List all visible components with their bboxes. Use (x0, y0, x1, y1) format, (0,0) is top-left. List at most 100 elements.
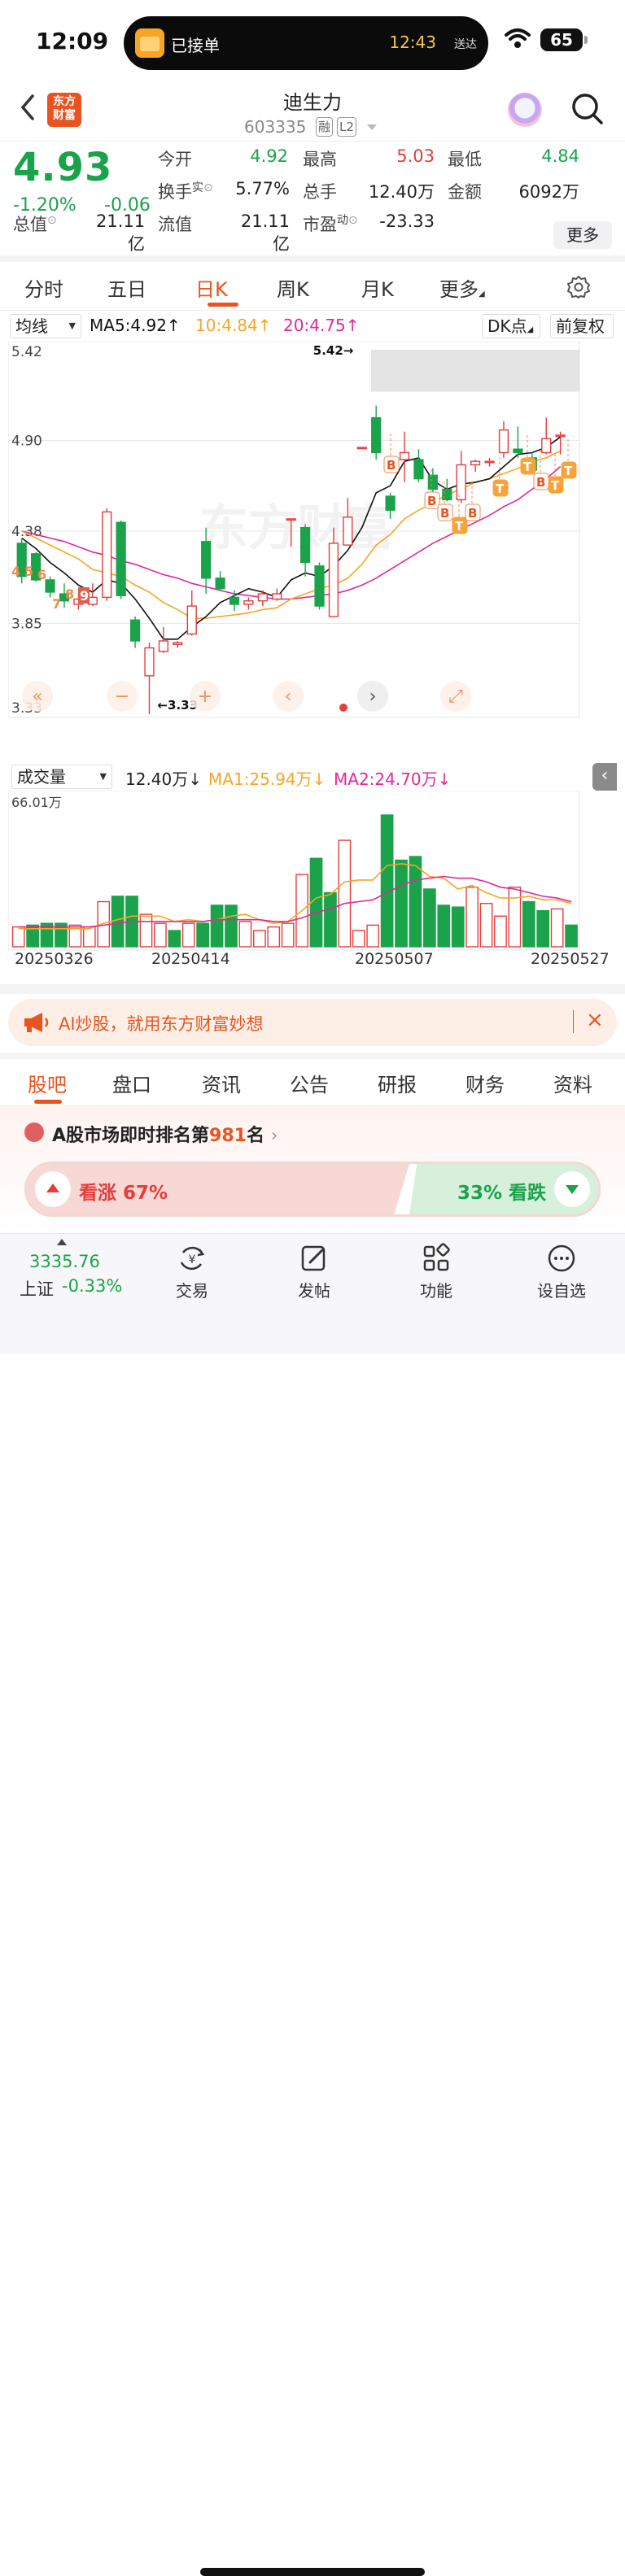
ma20-value: 20:4.75↑ (283, 316, 360, 335)
high-range-shade (371, 350, 579, 392)
market-rank[interactable]: A股市场即时排名第981名 › (52, 1126, 278, 1146)
dk-point-button[interactable]: DK点◢ (482, 314, 540, 338)
chart-control-button[interactable] (273, 681, 304, 712)
volume-bar (267, 926, 281, 948)
bearish-vote-button[interactable] (554, 1171, 590, 1207)
volume-bar (550, 908, 564, 948)
bull-label: 看涨 67% (79, 1183, 168, 1204)
volume-label: 总手 (303, 182, 337, 202)
volume-indicator-select[interactable]: 成交量 ▼ (11, 765, 112, 789)
turnover-label[interactable]: 换手实⊙ (158, 181, 213, 202)
volume-bar (238, 921, 252, 948)
tab-forum[interactable]: 股吧 (28, 1074, 67, 1096)
sentiment-bar: 看涨 67% 33% 看跌 (24, 1162, 601, 1217)
back-arrow-icon[interactable] (18, 93, 37, 122)
tab-daily-k[interactable]: 日K (195, 278, 228, 301)
volume-bar (395, 859, 408, 948)
high-price-marker: 5.42→ (313, 343, 354, 358)
adjust-button[interactable]: 前复权 (550, 314, 614, 338)
signal-label: T (496, 482, 505, 496)
chart-control-icon: ⤢ (448, 686, 463, 707)
date-label: 20250527 (531, 950, 610, 968)
turnover-value: 5.77% (235, 179, 290, 198)
low-price-marker: ←3.33 (157, 698, 198, 713)
signal-badge (424, 491, 440, 509)
nav-trade[interactable]: ¥ 交易 (160, 1242, 225, 1301)
signal-badge (452, 517, 468, 534)
island-time: 12:43 (389, 33, 436, 52)
pe-label[interactable]: 市盈动⊙ (303, 214, 358, 234)
tab-five-day[interactable]: 五日 (107, 278, 146, 301)
tab-research[interactable]: 研报 (378, 1074, 417, 1096)
ai-robot-icon[interactable] (508, 93, 542, 127)
tab-weekly-k[interactable]: 周K (277, 278, 309, 301)
divider (573, 1010, 574, 1033)
battery-indicator: 65 (540, 28, 588, 51)
tab-announcements[interactable]: 公告 (290, 1074, 329, 1096)
date-label: 20250507 (355, 950, 434, 968)
bear-label: 33% 看跌 (457, 1183, 546, 1204)
chart-control-button[interactable] (22, 681, 53, 712)
candle-body (158, 640, 169, 652)
volume-bar (508, 887, 522, 948)
chart-control-button[interactable] (190, 681, 221, 712)
dynamic-island[interactable]: 已接单 12:43 送达 (124, 16, 488, 70)
signal-label: B (387, 458, 396, 473)
bullish-vote-button[interactable] (35, 1171, 71, 1207)
volume-bar (82, 926, 96, 948)
volume-bar (168, 930, 181, 948)
indicator-select[interactable]: 均线 ▼ (10, 314, 81, 338)
candle-body (186, 605, 197, 635)
nav-functions[interactable]: 功能 (404, 1242, 469, 1301)
eastmoney-logo[interactable]: 东方 财富 (47, 93, 81, 127)
volume-bar (139, 913, 153, 948)
amount-value: 6092万 (518, 182, 579, 202)
volume-bar (423, 888, 436, 948)
megaphone-icon (24, 1013, 49, 1032)
tab-more[interactable]: 更多◢ (439, 278, 485, 301)
volume-chart[interactable]: 66.01万 (8, 791, 617, 973)
home-indicator (200, 2568, 425, 2576)
status-bar: 12:09 已接单 12:43 送达 65 (0, 0, 625, 81)
candle-body (385, 495, 396, 511)
tab-orderbook[interactable]: 盘口 (112, 1074, 151, 1096)
nav-add-watchlist[interactable]: 设自选 (529, 1242, 594, 1301)
candle-body (484, 460, 495, 464)
high-value: 5.03 (396, 146, 435, 166)
stock-name[interactable]: 迪生力 (283, 91, 342, 114)
y-tick-label: 5.42 (11, 344, 42, 360)
stock-code: 603335 (244, 117, 307, 137)
candle-body (328, 543, 339, 617)
edit-icon (301, 1245, 326, 1271)
close-icon[interactable]: × (586, 1008, 604, 1032)
pe-value: -23.33 (379, 211, 435, 231)
nine-turn-label: 8 (65, 586, 74, 602)
volume-bar (479, 903, 493, 948)
chart-control-button[interactable] (357, 681, 388, 712)
signal-label: B (440, 506, 449, 521)
chart-control-button[interactable] (107, 681, 138, 712)
tab-monthly-k[interactable]: 月K (361, 278, 394, 301)
candle-body (45, 579, 55, 593)
nav-post[interactable]: 发帖 (282, 1242, 347, 1301)
tab-news[interactable]: 资讯 (202, 1074, 241, 1096)
tab-finance[interactable]: 财务 (465, 1074, 505, 1096)
date-label: 20250414 (151, 950, 230, 968)
collapse-panel-icon[interactable]: ‹ (592, 763, 617, 791)
chevron-down-icon[interactable] (366, 124, 378, 132)
low-value: 4.84 (541, 146, 579, 166)
search-icon[interactable] (570, 91, 605, 127)
bar-chart-icon (24, 1122, 44, 1142)
settings-gear-icon[interactable] (566, 275, 591, 299)
chart-control-button[interactable] (440, 681, 471, 712)
volume-bar (536, 909, 550, 948)
index-value[interactable]: 3335.76 (29, 1252, 100, 1271)
candle-body (442, 488, 452, 501)
ai-banner[interactable]: AI炒股，就用东方财富妙想 × (8, 999, 617, 1046)
more-quote-button[interactable]: 更多 (553, 221, 612, 249)
tab-intraday[interactable]: 分时 (24, 278, 63, 301)
tab-profile[interactable]: 资料 (553, 1074, 592, 1096)
candle-body (427, 474, 438, 490)
mktcap-label[interactable]: 总值⊙ (13, 214, 57, 234)
